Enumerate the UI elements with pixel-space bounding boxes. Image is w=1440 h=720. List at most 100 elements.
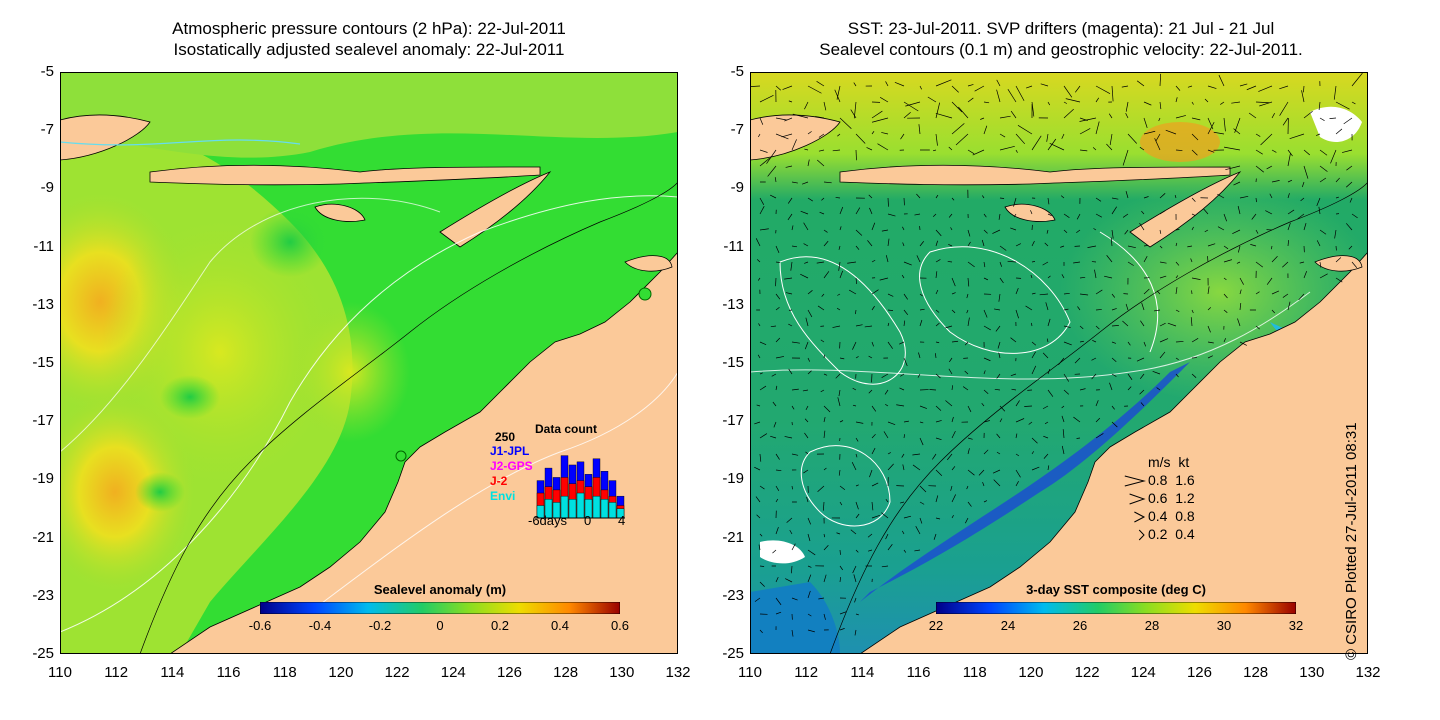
velocity-vector (981, 195, 985, 199)
velocity-legend-arrow (1129, 493, 1146, 505)
velocity-vector (887, 341, 893, 349)
velocity-vector (903, 357, 908, 367)
velocity-vector (967, 437, 973, 440)
velocity-vector (1213, 131, 1225, 135)
velocity-vector (999, 405, 1006, 412)
velocity-vector (1255, 149, 1263, 155)
latitude-tick: -19 (722, 470, 744, 488)
bathymetry-contour-sst (829, 181, 1368, 654)
data-count-bar (568, 499, 577, 519)
velocity-vector (759, 197, 765, 205)
velocity-vector (1127, 245, 1136, 249)
velocity-vector (902, 530, 905, 535)
velocity-vector (839, 501, 843, 506)
velocity-vector (900, 133, 905, 140)
velocity-vector (1079, 149, 1088, 152)
velocity-vector (855, 229, 863, 236)
velocity-vector (994, 388, 1001, 391)
velocity-vector (1225, 165, 1241, 171)
velocity-vector (1287, 179, 1293, 183)
velocity-vector (1223, 213, 1227, 222)
velocity-vector (1223, 146, 1241, 151)
velocity-vector (967, 229, 971, 237)
velocity-vector (823, 373, 828, 376)
data-count-bar (608, 502, 617, 519)
velocity-vector (1046, 338, 1049, 343)
velocity-vector (951, 430, 956, 439)
velocity-vector (871, 482, 879, 487)
velocity-vector (823, 467, 827, 471)
velocity-vector (1073, 261, 1081, 264)
velocity-vector (1095, 121, 1100, 135)
velocity-vector (935, 405, 942, 411)
velocity-vector (819, 211, 825, 215)
velocity-vector (772, 549, 777, 554)
velocity-vector (1239, 83, 1248, 87)
velocity-vector (998, 352, 1001, 359)
velocity-vector (1125, 191, 1129, 199)
velocity-vector (1092, 147, 1097, 151)
velocity-vector (935, 102, 941, 119)
velocity-vector (1076, 213, 1081, 220)
pressure-contour-4 (60, 139, 301, 146)
velocity-vector (898, 341, 905, 345)
velocity-vector (1159, 275, 1167, 279)
velocity-vector (996, 433, 1001, 439)
velocity-vector (1266, 277, 1273, 285)
data-count-xlabel: 0 (584, 513, 592, 528)
velocity-vector (816, 261, 825, 264)
velocity-vector (919, 485, 927, 493)
velocity-vector (785, 578, 793, 583)
velocity-vector (951, 197, 955, 201)
velocity-vector (782, 85, 793, 90)
velocity-vector (1335, 257, 1342, 263)
velocity-vector (935, 469, 943, 477)
map-frame-sst (750, 72, 1368, 654)
velocity-vector (885, 255, 889, 263)
velocity-vector (1159, 245, 1163, 249)
latitude-tick: -25 (32, 645, 54, 662)
velocity-vector (1156, 290, 1161, 295)
velocity-vector (885, 81, 889, 87)
velocity-vector (1318, 101, 1321, 111)
velocity-vector (847, 261, 857, 264)
velocity-vector (837, 133, 841, 137)
velocity-vector (1040, 83, 1049, 87)
velocity-vector (1207, 243, 1216, 247)
colorbar-tick: 28 (1144, 618, 1160, 633)
latitude-tick: -11 (723, 237, 744, 255)
velocity-vector (950, 227, 953, 231)
velocity-vector (823, 545, 829, 551)
sst-map[interactable]: m/s kt 0.8 1.6 0.6 1.2 0.4 0.8 0.2 0.4 3-da… (750, 72, 1368, 654)
longitude-tick: 114 (160, 664, 185, 681)
velocity-vector (1207, 325, 1211, 333)
velocity-vector (1143, 117, 1148, 128)
velocity-vector (1351, 213, 1358, 219)
latitude-tick: -9 (40, 179, 54, 197)
velocity-vector (839, 357, 845, 360)
velocity-vector (1079, 388, 1086, 391)
velocity-vector (881, 229, 889, 232)
velocity-vector (1047, 465, 1050, 471)
sealevel-anomaly-map[interactable]: Sealevel anomaly (m) -0.6 -0.4 -0.2 0 0.2 0.4… (60, 72, 678, 654)
velocity-vector (1031, 341, 1037, 346)
latitude-tick: -21 (722, 528, 744, 546)
velocity-vector (1047, 389, 1054, 397)
velocity-vector (871, 405, 877, 412)
latitude-tick: -11 (33, 237, 54, 255)
velocity-vector (1030, 322, 1033, 327)
velocity-vector (1282, 117, 1289, 126)
latitude-tick: -5 (40, 63, 54, 80)
velocity-vector (855, 245, 860, 250)
velocity-vector (935, 495, 939, 503)
velocity-vector (1109, 133, 1113, 146)
velocity-vector (1047, 213, 1052, 217)
java-island-sst (750, 114, 841, 161)
velocity-vector (836, 532, 841, 535)
velocity-vector (919, 85, 922, 90)
velocity-vector (932, 149, 937, 152)
velocity-vector (1175, 85, 1181, 91)
velocity-vector (996, 79, 1001, 87)
velocity-vector (1024, 405, 1033, 407)
velocity-vector (807, 517, 812, 525)
